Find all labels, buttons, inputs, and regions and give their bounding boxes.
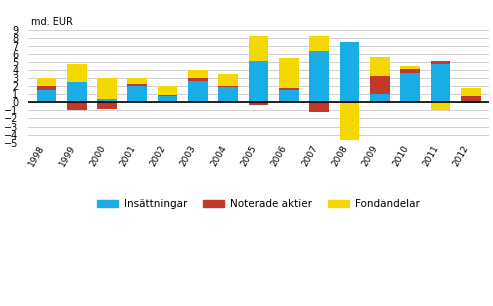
Bar [188,81,208,103]
Bar [309,51,329,103]
Bar [279,90,299,103]
Bar [128,86,147,103]
Bar [36,90,56,103]
Bar [158,96,177,103]
Bar [461,88,481,96]
Bar [36,86,56,90]
Bar [370,57,389,76]
Bar [97,78,117,99]
Bar [188,70,208,78]
Bar [248,103,268,105]
Bar [370,94,389,103]
Bar [158,95,177,96]
Bar [370,76,389,94]
Bar [97,103,117,109]
Bar [128,84,147,86]
Bar [400,69,420,73]
Legend: Insättningar, Noterade aktier, Fondandelar: Insättningar, Noterade aktier, Fondandel… [93,195,424,213]
Bar [36,78,56,86]
Bar [97,99,117,103]
Bar [67,103,87,110]
Bar [461,96,481,103]
Bar [218,74,238,86]
Bar [188,78,208,81]
Bar [430,64,450,103]
Bar [340,103,359,140]
Bar [400,66,420,69]
Bar [430,103,450,110]
Bar [340,42,359,103]
Bar [309,36,329,51]
Bar [218,87,238,103]
Bar [67,82,87,103]
Text: md. EUR: md. EUR [31,17,73,27]
Bar [128,77,147,84]
Bar [248,62,268,103]
Bar [67,64,87,82]
Bar [279,88,299,90]
Bar [218,86,238,87]
Bar [279,58,299,88]
Bar [430,61,450,64]
Bar [248,36,268,62]
Bar [158,86,177,95]
Bar [400,73,420,103]
Bar [309,103,329,112]
